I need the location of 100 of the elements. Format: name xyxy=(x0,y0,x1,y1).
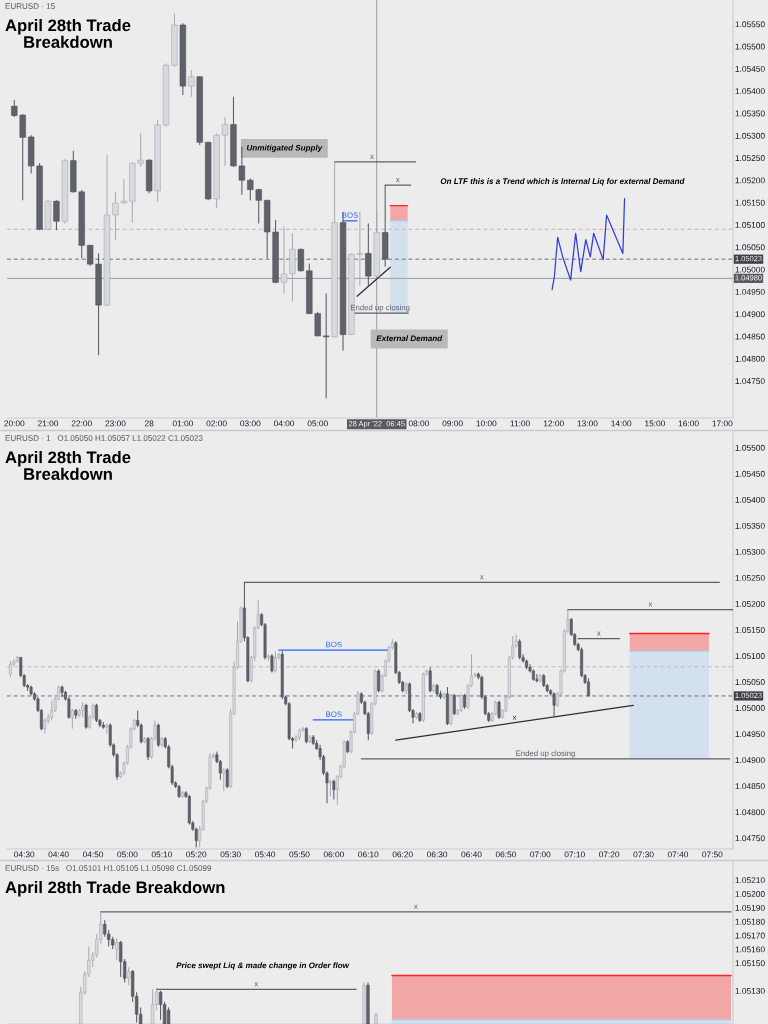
annotation: Price swept Liq & made change in Order flow xyxy=(176,962,350,970)
y-tick-label: 1.05190 xyxy=(735,904,765,911)
x-tick-label: 07:10 xyxy=(564,851,585,858)
x-tick-label: 14:00 xyxy=(611,420,632,427)
y-tick-label: 1.05150 xyxy=(735,960,765,967)
candlestick xyxy=(518,638,522,660)
candlestick xyxy=(188,69,195,98)
y-tick-label: 1.05000 xyxy=(735,266,765,273)
y-tick-label: 1.05200 xyxy=(735,177,765,184)
x-tick-label: 05:50 xyxy=(289,851,310,858)
x-tick-label: 16:00 xyxy=(678,420,699,427)
x-tick-label: 21:00 xyxy=(38,420,59,427)
x-tick-label: 07:30 xyxy=(633,851,654,858)
candlestick xyxy=(225,767,229,789)
y-tick-label: 1.05300 xyxy=(735,548,765,555)
x-tick-label: 06:30 xyxy=(426,851,448,858)
y-tick-label: 1.05400 xyxy=(735,88,765,95)
chart-subtitle: EURUSD · 15 xyxy=(5,3,55,9)
y-tick-label: 1.05350 xyxy=(735,522,765,529)
y-tick-label: 1.05130 xyxy=(735,987,765,994)
y-tick-label: 1.04800 xyxy=(735,355,765,362)
x-tick-label: 06:20 xyxy=(392,851,413,858)
candlestick xyxy=(115,937,119,961)
x-tick-label: 09:00 xyxy=(442,420,463,427)
candlestick xyxy=(53,199,60,231)
x-tick-label: 05:20 xyxy=(186,851,207,858)
annotation: Unmitigated Supply xyxy=(246,144,323,153)
annotation: External Demand xyxy=(376,335,443,342)
y-tick-label: 1.05450 xyxy=(735,470,765,477)
candlestick xyxy=(332,779,336,801)
x-tick-label: 03:00 xyxy=(240,420,261,427)
x-tick-label: 13:00 xyxy=(577,420,598,427)
y-tick-label: 1.05400 xyxy=(735,496,765,503)
candlestick xyxy=(297,247,305,273)
x-tick-label: 23:00 xyxy=(105,420,126,427)
candlestick xyxy=(119,940,123,978)
y-tick-label: 1.05160 xyxy=(735,946,765,953)
x-tick-label: 06:10 xyxy=(358,851,379,858)
y-tick-label: 1.04900 xyxy=(735,311,765,318)
x-tick-label: 12:00 xyxy=(543,420,564,427)
y-tick-label: 1.04800 xyxy=(735,809,765,816)
candlestick xyxy=(587,677,590,697)
x-tick-label: 05:00 xyxy=(307,420,328,427)
y-tick-label: 1.05050 xyxy=(735,244,765,251)
x-tick-label: 02:00 xyxy=(206,420,227,427)
x-tick-label: 28 xyxy=(144,420,154,427)
y-tick-label: 1.05450 xyxy=(735,65,765,72)
x-tick-label: 04:40 xyxy=(48,851,69,858)
y-tick-label: 1.05250 xyxy=(735,574,765,581)
text: April 28th Trade Breakdown xyxy=(5,19,131,48)
y-tick-label: 1.05500 xyxy=(735,43,765,50)
y-tick-label: 1.05200 xyxy=(735,601,765,607)
x-tick-label: 22:00 xyxy=(71,420,92,427)
y-tick-label: 1.05050 xyxy=(735,679,765,685)
y-tick-label: 1.05150 xyxy=(735,627,765,633)
y-tick-label: 1.05550 xyxy=(735,21,765,28)
x-tick-label: 10:00 xyxy=(476,420,497,427)
y-tick-label: 1.05180 xyxy=(735,918,765,925)
y-tick-label: 1.04850 xyxy=(735,783,765,790)
x-tick-label: 05:30 xyxy=(220,851,241,858)
x-tick-label: 06:50 xyxy=(495,851,517,858)
x-tick-label: 05:00 xyxy=(117,851,138,858)
y-tick-label: 1.05100 xyxy=(735,653,765,659)
y-tick-label: 1.04750 xyxy=(735,378,765,385)
x-tick-label: 20:00 xyxy=(4,420,25,427)
candlestick xyxy=(70,708,74,730)
y-tick-label: 1.05170 xyxy=(735,932,765,939)
text: April 28th Trade Breakdown xyxy=(5,451,131,480)
x-tick-label: 01:00 xyxy=(172,420,193,427)
candlestick xyxy=(221,116,229,167)
x-tick-label: 05:40 xyxy=(254,851,276,858)
x-tick-label: 15:00 xyxy=(645,420,665,427)
x-tick-label: 06:40 xyxy=(461,851,482,858)
x-tick-label: 07:20 xyxy=(599,851,620,858)
y-tick-label: 1.05200 xyxy=(735,891,765,897)
y-tick-label: 1.05210 xyxy=(735,877,765,884)
candlestick xyxy=(50,700,54,721)
candlestick xyxy=(323,293,330,399)
candlestick xyxy=(150,988,155,1024)
candlestick xyxy=(365,223,372,288)
chart-subtitle: EURUSD · 1 O1.05050 H1.05057 L1.05022 C1.05023 xyxy=(5,435,203,441)
x-tick-label: 11:00 xyxy=(510,420,530,427)
y-tick-label: 1.04750 xyxy=(735,835,765,842)
line-series xyxy=(551,197,626,291)
x-tick-label: 06:00 xyxy=(323,851,344,858)
x-tick-label: 04:00 xyxy=(273,420,295,427)
y-tick-label: 1.05500 xyxy=(735,444,765,451)
x-tick-label: 07:40 xyxy=(667,851,689,858)
x-tick-label: 05:10 xyxy=(151,851,172,858)
x-tick-label: 08:00 xyxy=(408,420,429,427)
y-tick-label: 1.04950 xyxy=(735,288,765,295)
y-tick-label: 1.05000 xyxy=(735,705,765,712)
y-tick-label: 1.05250 xyxy=(735,155,765,162)
candlestick xyxy=(95,703,98,723)
chart-subtitle: EURUSD · 15s O1.05101 H1.05105 L1.05098 C1.05099 xyxy=(5,865,212,871)
candlestick xyxy=(459,693,463,713)
x-tick-label: 04:50 xyxy=(82,851,104,858)
x-tick-label: 07:00 xyxy=(530,851,551,858)
y-tick-label: 1.05150 xyxy=(735,199,765,206)
y-tick-label: 1.04950 xyxy=(735,731,765,738)
